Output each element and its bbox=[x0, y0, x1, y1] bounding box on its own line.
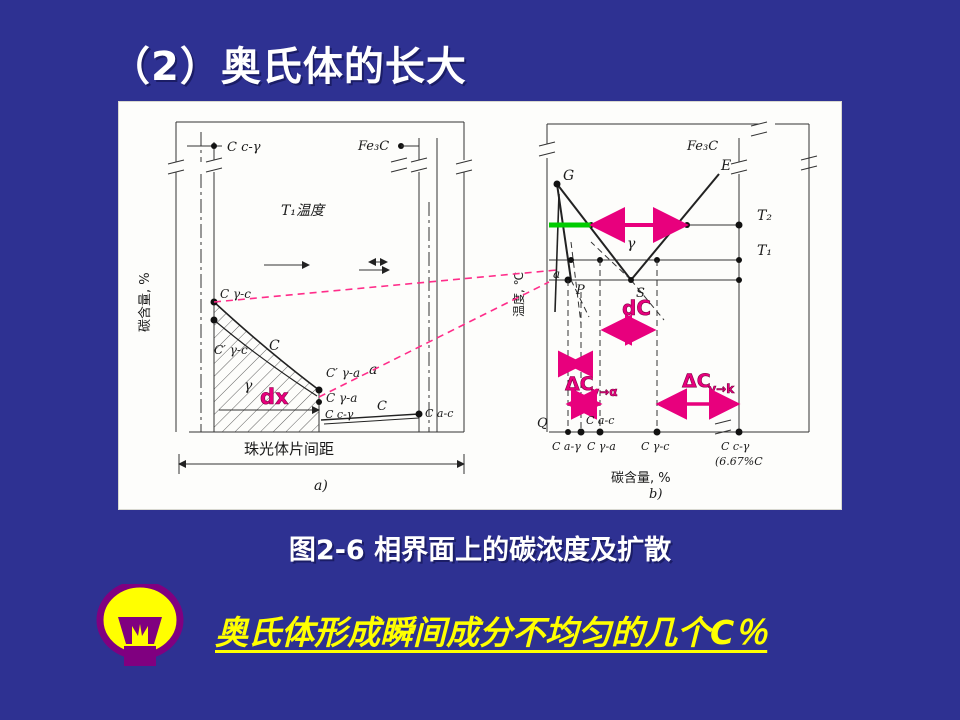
tick-c-c-gamma-value: (6.67%C bbox=[715, 455, 763, 468]
svg-text:γ→k: γ→k bbox=[708, 382, 735, 396]
label-t1-temp: T₁温度 bbox=[281, 203, 326, 219]
sublabel-b: b) bbox=[649, 487, 662, 502]
label-c-gamma-c-prime: C′ γ-c bbox=[214, 343, 248, 357]
point-q: Q bbox=[537, 416, 548, 431]
axis-label-y-b: 温度, ℃ bbox=[511, 272, 526, 317]
panel-b: Fe₃C 温度, ℃ T₂ T₁ bbox=[511, 121, 818, 502]
label-gamma-b: γ bbox=[627, 236, 636, 252]
label-c-a-c: C a-c bbox=[425, 407, 453, 420]
bottom-note: 奥氏体形成瞬间成分不均匀的几个C％ bbox=[215, 613, 768, 652]
label-fe3c-b: Fe₃C bbox=[686, 139, 718, 154]
label-c-gamma-a: C γ-a bbox=[326, 391, 357, 405]
tick-c-a-c: C a-c bbox=[586, 414, 614, 427]
axis-label-x-b: 碳含量, % bbox=[611, 470, 671, 486]
point-s: S bbox=[636, 286, 645, 301]
axis-label-y-a: 碳含量, % bbox=[137, 272, 153, 332]
annotation-dc: dC bbox=[622, 296, 651, 320]
label-c-gamma-c: C γ-c bbox=[220, 287, 251, 301]
lightbulb-icon bbox=[96, 584, 184, 666]
figure-svg: C c-γ Fe₃C T₁温度 碳含量, % bbox=[119, 102, 841, 509]
label-c-c-gamma-bottom: C c-γ bbox=[325, 408, 354, 421]
panel-a: C c-γ Fe₃C T₁温度 碳含量, % bbox=[137, 121, 473, 494]
point-p: P bbox=[575, 283, 585, 298]
label-c-c-gamma-top: C c-γ bbox=[227, 140, 261, 155]
figure-caption: 图2-6 相界面上的碳浓度及扩散 bbox=[288, 535, 672, 566]
svg-text:γ→α: γ→α bbox=[591, 385, 617, 399]
point-a: a bbox=[553, 267, 560, 281]
label-gamma-region: γ bbox=[244, 378, 253, 394]
svg-text:ΔC: ΔC bbox=[682, 370, 711, 392]
sublabel-a: a) bbox=[314, 478, 328, 494]
annotation-dx: dx bbox=[260, 385, 289, 409]
tick-c-c-gamma: C c-γ bbox=[721, 440, 750, 453]
label-t2: T₂ bbox=[757, 208, 772, 224]
axis-label-x-a: 珠光体片间距 bbox=[244, 440, 334, 458]
point-e: E bbox=[720, 158, 731, 174]
tick-c-a-gamma: C a-γ bbox=[552, 440, 581, 453]
label-fe3c-a: Fe₃C bbox=[357, 139, 389, 154]
svg-text:ΔC: ΔC bbox=[565, 373, 594, 395]
connector-lines bbox=[213, 269, 558, 398]
tick-c-gamma-a: C γ-a bbox=[587, 440, 616, 453]
figure-image: C c-γ Fe₃C T₁温度 碳含量, % bbox=[118, 101, 842, 510]
page-title: （2）奥氏体的长大 bbox=[110, 44, 467, 90]
tick-c-gamma-c: C γ-c bbox=[641, 440, 669, 453]
point-g: G bbox=[563, 168, 574, 184]
label-curve-c-lower: C bbox=[377, 399, 387, 414]
label-c-gamma-a-prime: C′ γ-a bbox=[326, 366, 360, 380]
label-curve-c-upper: C bbox=[269, 338, 280, 354]
label-t1: T₁ bbox=[757, 243, 772, 259]
